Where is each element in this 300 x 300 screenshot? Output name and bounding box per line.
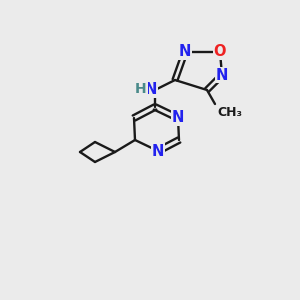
Text: H: H [135, 82, 147, 96]
Text: O: O [214, 44, 226, 59]
Text: N: N [172, 110, 184, 125]
Text: N: N [152, 143, 164, 158]
Text: CH₃: CH₃ [217, 106, 242, 118]
Text: N: N [179, 44, 191, 59]
Text: N: N [145, 82, 157, 98]
Text: N: N [216, 68, 228, 82]
